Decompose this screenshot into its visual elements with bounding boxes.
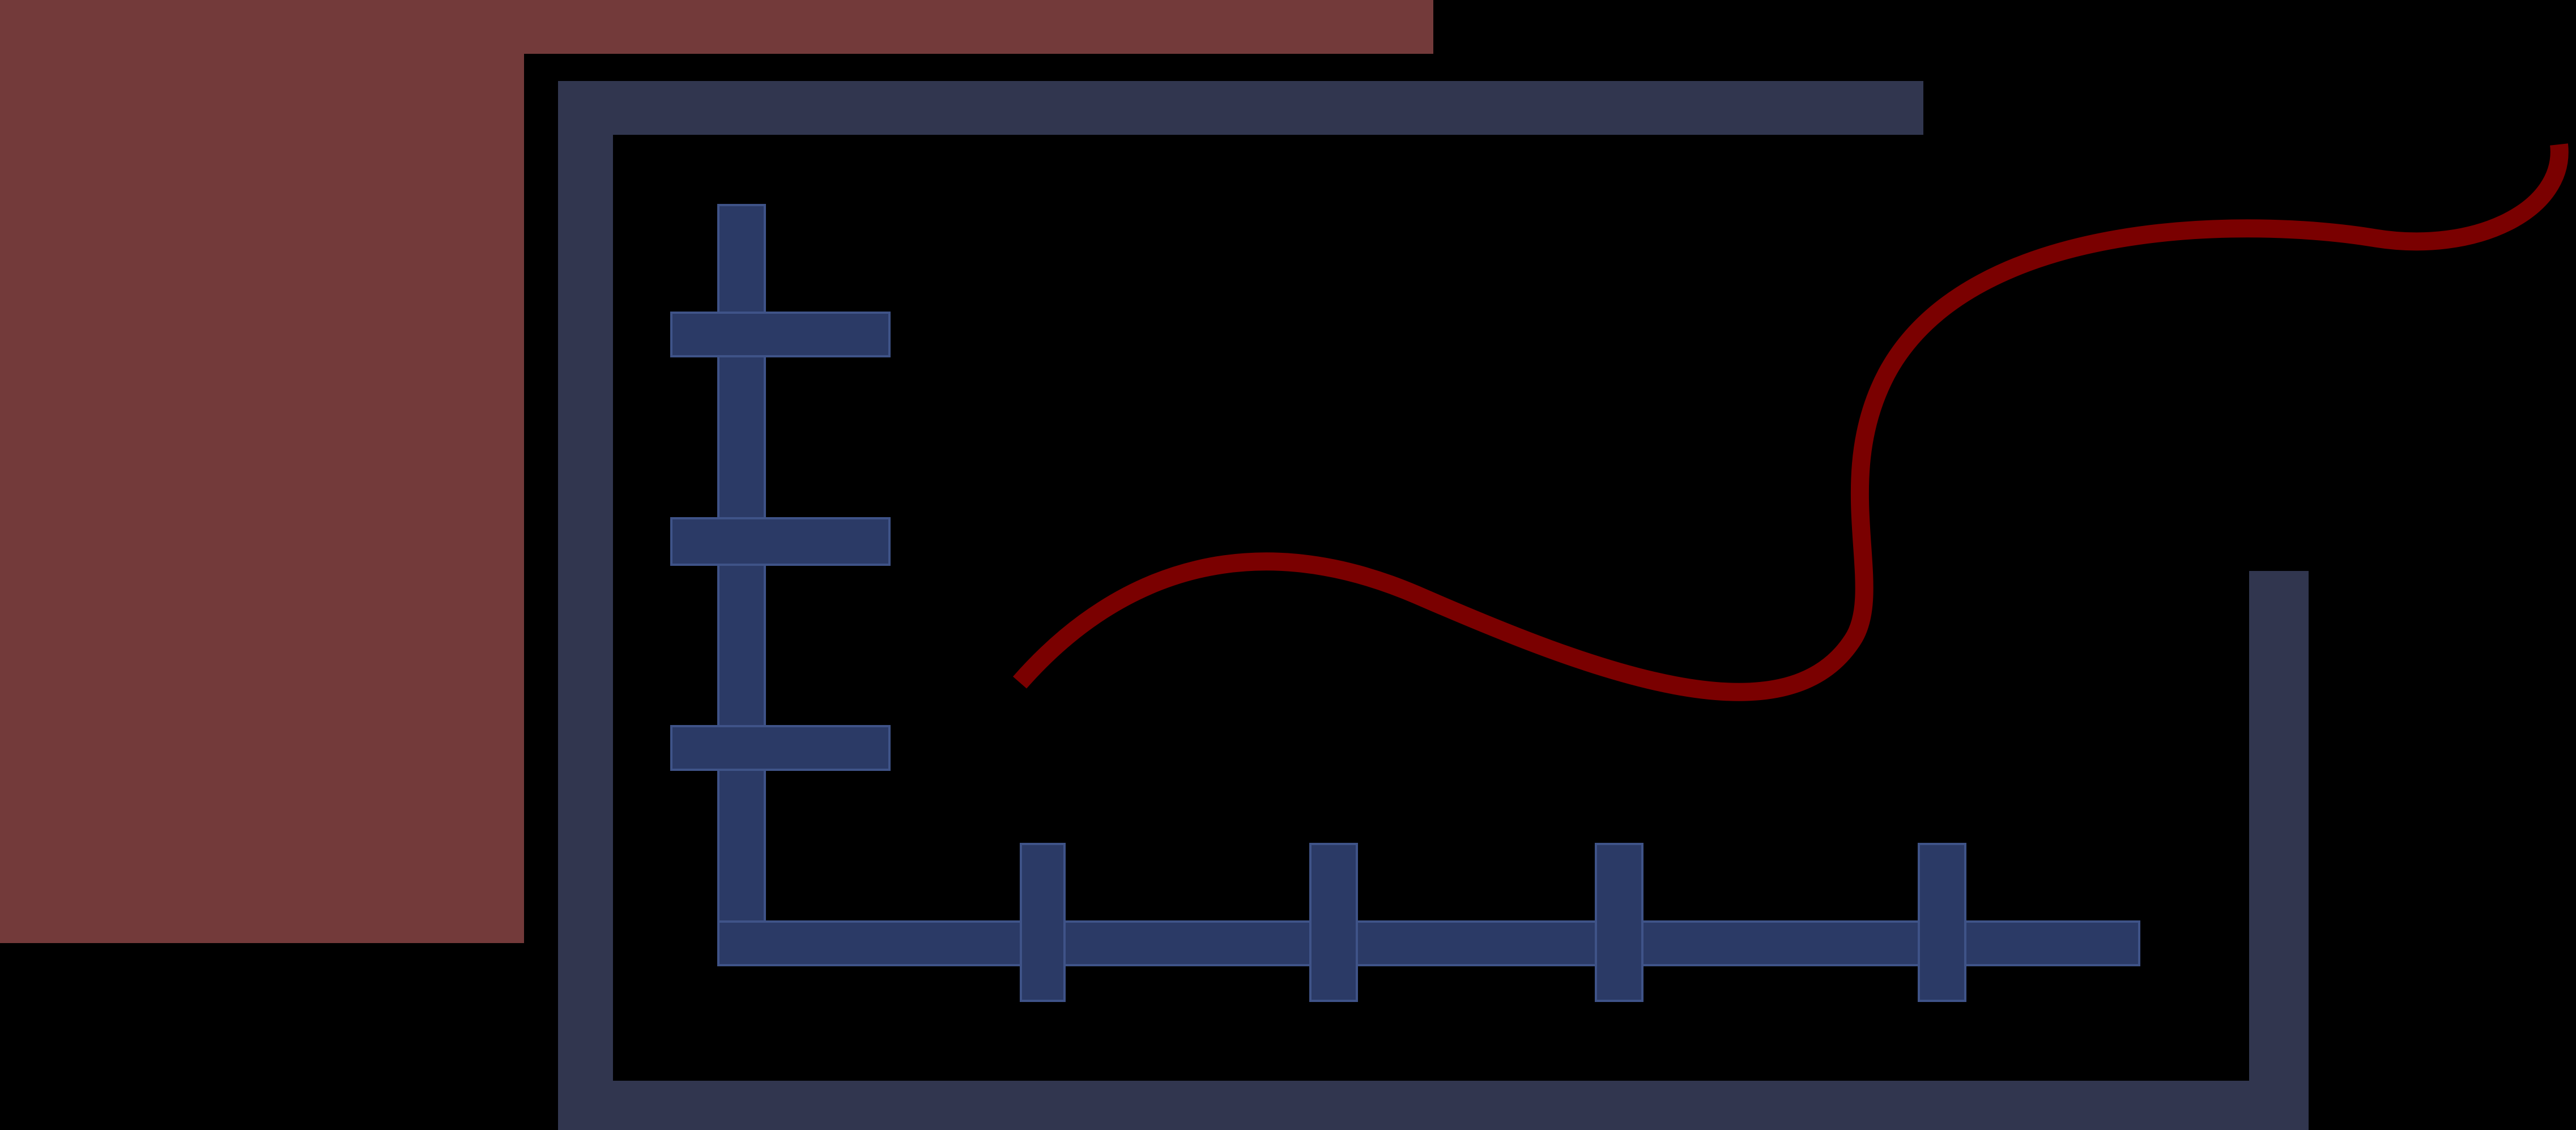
x-axis-tick (1020, 843, 1066, 1002)
open-frame-shape (558, 81, 2309, 1130)
y-axis-tick (670, 312, 891, 357)
chart-axes-icon (670, 204, 2140, 1002)
frame-right-bar (2249, 571, 2309, 1130)
x-axis-tick (1595, 843, 1643, 1002)
x-axis-tick (1309, 843, 1358, 1002)
frame-bottom-bar (558, 1081, 2309, 1130)
x-axis-tick (1918, 843, 1966, 1002)
red-block-shape (0, 0, 1433, 943)
x-axis-line (717, 920, 2140, 966)
frame-left-bar (558, 81, 613, 1130)
y-axis-tick (670, 517, 891, 566)
frame-top-bar (558, 81, 1923, 135)
trend-curve-icon (1012, 143, 2569, 701)
y-axis-tick (670, 725, 891, 771)
